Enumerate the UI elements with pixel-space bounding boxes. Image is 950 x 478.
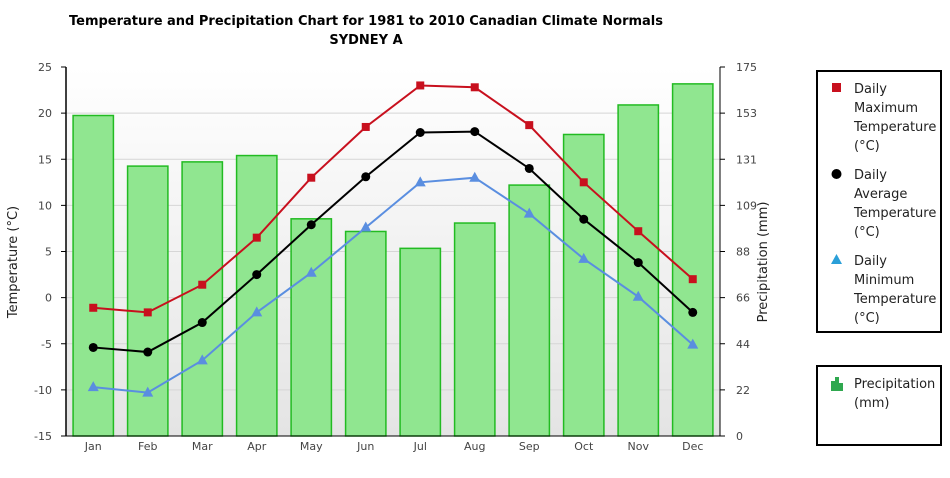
legend-label-avg: Daily Average Temperature (°C) (854, 168, 937, 240)
avg-point (361, 172, 371, 182)
circle-marker-icon (824, 166, 848, 182)
min-point (469, 171, 481, 182)
max-point (525, 121, 534, 130)
y-left-tick-label: 25 (38, 61, 52, 74)
x-tick-label: Jul (413, 440, 427, 453)
y-left-tick-label: 5 (45, 246, 52, 259)
precip-bar (235, 154, 278, 437)
min-point (687, 338, 699, 349)
x-tick-label: Feb (138, 440, 157, 453)
precip-bar (508, 184, 551, 437)
chart-title: Temperature and Precipitation Chart for … (69, 14, 663, 29)
precip-bar (617, 104, 660, 437)
temperature-lines (87, 81, 699, 397)
avg-point (633, 258, 643, 268)
y-left-tick-label: 20 (38, 107, 52, 120)
y-right-tick-label: 44 (736, 338, 750, 351)
y-right-tick-label: 0 (736, 430, 743, 443)
avg-point (688, 307, 698, 317)
y-right-tick-label: 153 (736, 107, 757, 120)
precip-bar (181, 161, 224, 437)
precip-bar (344, 230, 387, 437)
max-point (143, 308, 152, 317)
y-right-tick-label: 131 (736, 153, 757, 166)
series-line-square (93, 84, 694, 314)
avg-point (306, 220, 316, 230)
max-point (89, 303, 98, 312)
y-right-tick-label: 175 (736, 61, 757, 74)
min-point (305, 266, 317, 277)
x-tick-label: Nov (628, 440, 650, 453)
square-marker-icon (824, 80, 848, 96)
max-point (252, 233, 261, 242)
y-left-title: Temperature (°C) (6, 206, 21, 319)
legend-label-min: Daily Minimum Temperature (°C) (854, 254, 937, 326)
max-point (307, 173, 316, 182)
max-point (470, 83, 479, 92)
min-point (360, 221, 372, 232)
avg-point (524, 163, 534, 173)
axis-ticks: 25 175 20 153 15 131 10 109 5 88 0 66 -5 44 -10 22 -15 0 J… (34, 61, 757, 453)
max-point (579, 178, 588, 187)
y-left-tick-label: -10 (34, 384, 52, 397)
x-tick-label: Jun (356, 440, 374, 453)
legend-label-precip: Precipitation (mm) (854, 377, 936, 411)
precip-bar (671, 83, 714, 437)
y-left-tick-label: 10 (38, 199, 52, 212)
min-point (251, 306, 263, 317)
y-right-tick-label: 109 (736, 199, 757, 212)
min-point (632, 290, 644, 301)
y-right-tick-label: 66 (736, 292, 750, 305)
triangle-marker-icon (824, 252, 848, 268)
precip-bar (562, 133, 605, 437)
x-tick-label: Sep (519, 440, 540, 453)
precip-bar (453, 222, 496, 437)
x-tick-label: Jan (84, 440, 102, 453)
legend-label-max: Daily Maximum Temperature (°C) (854, 82, 937, 154)
y-right-tick-label: 22 (736, 384, 750, 397)
min-point (523, 207, 535, 218)
legend-precipitation: Precipitation (mm) (816, 365, 942, 446)
y-right-title: Precipitation (mm) (756, 202, 771, 323)
x-tick-label: Aug (464, 440, 485, 453)
min-point (196, 354, 208, 365)
y-left-tick-label: -5 (41, 338, 52, 351)
min-point (578, 252, 590, 263)
avg-point (252, 270, 262, 280)
avg-point (470, 127, 480, 137)
avg-point (415, 127, 425, 137)
precip-bar (399, 247, 442, 437)
y-left-tick-label: -15 (34, 430, 52, 443)
min-point (87, 381, 99, 392)
avg-point (197, 318, 207, 328)
x-tick-label: May (300, 440, 323, 453)
avg-point (143, 347, 153, 357)
x-tick-label: Dec (682, 440, 703, 453)
legend-temperature: Daily Maximum Temperature (°C) Daily Ave… (816, 70, 942, 333)
max-point (634, 227, 643, 236)
y-left-tick-label: 0 (45, 292, 52, 305)
x-tick-label: Mar (192, 440, 213, 453)
max-point (198, 280, 207, 289)
avg-point (579, 214, 589, 224)
bar-chart-icon (824, 375, 848, 391)
series-line-triangle (93, 176, 694, 394)
precip-bar (290, 218, 333, 437)
y-right-tick-label: 88 (736, 246, 750, 259)
max-point (416, 81, 425, 90)
x-tick-label: Apr (247, 440, 267, 453)
min-point (142, 386, 154, 397)
x-tick-label: Oct (574, 440, 594, 453)
max-point (361, 122, 370, 131)
avg-point (88, 342, 98, 352)
max-point (688, 275, 697, 284)
min-point (414, 176, 426, 187)
series-line-circle (93, 130, 694, 354)
y-left-tick-label: 15 (38, 153, 52, 166)
station-name: SYDNEY A (329, 33, 402, 48)
